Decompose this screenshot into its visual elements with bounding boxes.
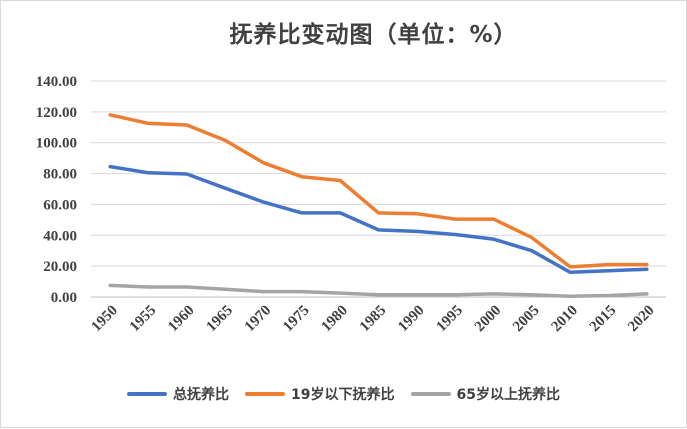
y-tick-label: 140.00 <box>36 74 77 90</box>
series-line-1 <box>108 113 649 269</box>
legend-label-young: 19岁以下抚养比 <box>291 387 395 403</box>
x-tick-label: 1995 <box>433 303 466 336</box>
legend-item-total: 总抚养比 <box>127 384 229 404</box>
legend-item-old: 65岁以上抚养比 <box>410 384 560 404</box>
x-tick-label: 1985 <box>357 303 390 336</box>
y-tick-label: 60.00 <box>43 197 77 213</box>
x-tick-label: 1970 <box>242 303 275 336</box>
y-tick-label: 80.00 <box>43 167 77 183</box>
legend-label-total: 总抚养比 <box>173 387 230 403</box>
x-tick-label: 1965 <box>203 303 236 336</box>
y-tick-label: 0.00 <box>51 290 77 306</box>
legend-swatch-old <box>410 392 451 396</box>
y-tick-label: 20.00 <box>43 259 77 275</box>
x-tick-label: 1955 <box>127 303 160 336</box>
x-tick-label: 2000 <box>472 303 505 336</box>
x-tick-label: 1960 <box>165 303 198 336</box>
series-line-0 <box>108 164 649 275</box>
y-tick-label: 100.00 <box>36 136 77 152</box>
x-tick-label: 2015 <box>587 303 620 336</box>
x-tick-label: 1975 <box>280 303 313 336</box>
legend-label-old: 65岁以上抚养比 <box>456 387 560 403</box>
x-tick-label: 1980 <box>318 303 351 336</box>
x-tick-label: 2010 <box>548 303 581 336</box>
chart-legend: 总抚养比 19岁以下抚养比 65岁以上抚养比 <box>1 384 686 404</box>
legend-swatch-young <box>245 392 286 396</box>
x-tick-label: 2005 <box>510 303 543 336</box>
y-tick-label: 40.00 <box>43 228 77 244</box>
legend-item-young: 19岁以下抚养比 <box>245 384 395 404</box>
chart-title: 抚养比变动图（单位：%） <box>229 22 518 48</box>
legend-swatch-total <box>127 392 168 396</box>
x-tick-label: 1990 <box>395 303 428 336</box>
x-tick-label: 2020 <box>625 303 658 336</box>
series-line-2 <box>108 283 649 298</box>
y-tick-label: 120.00 <box>36 105 77 121</box>
x-tick-label: 1950 <box>88 303 121 336</box>
